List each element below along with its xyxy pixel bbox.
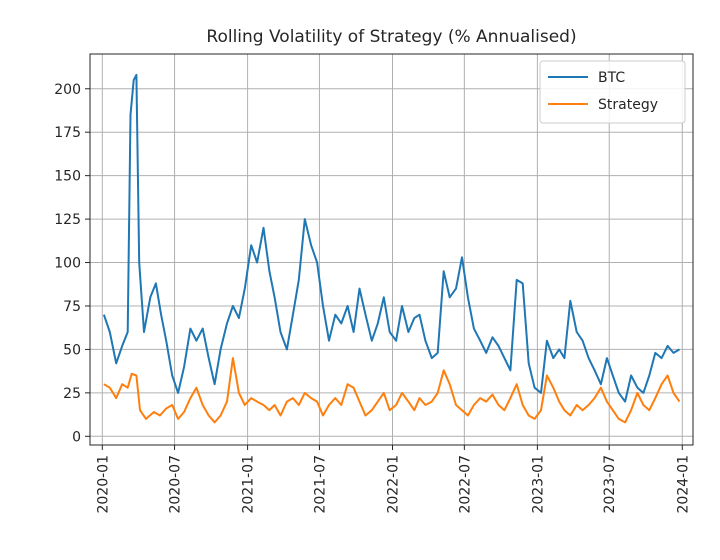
- chart-title: Rolling Volatility of Strategy (% Annual…: [206, 27, 576, 47]
- x-tick-label: 2023-07: [602, 455, 618, 514]
- legend-label-strategy: Strategy: [598, 97, 658, 113]
- x-tick-label: 2022-07: [457, 455, 473, 514]
- x-tick-label: 2020-07: [168, 455, 184, 514]
- series-layer: [102, 73, 681, 424]
- legend: BTC Strategy: [539, 60, 686, 124]
- x-tick-label: 2023-01: [530, 455, 546, 514]
- y-tick-label: 125: [54, 212, 81, 228]
- x-tick-label: 2021-07: [312, 455, 328, 514]
- y-tick-label: 25: [63, 386, 81, 402]
- y-tick-label: 50: [63, 342, 81, 358]
- y-tick-label: 150: [54, 169, 81, 185]
- y-tick-label: 0: [72, 429, 81, 445]
- x-tick-label: 2021-01: [241, 455, 257, 514]
- x-tick-label: 2020-01: [95, 455, 111, 514]
- series-line-strategy: [103, 357, 681, 424]
- plot-frame: [89, 53, 694, 446]
- y-tick-label: 100: [54, 256, 81, 272]
- x-tick-label: 2022-01: [385, 455, 401, 514]
- legend-label-btc: BTC: [598, 70, 625, 86]
- y-tick-label: 75: [63, 299, 81, 315]
- y-tick-label: 175: [54, 125, 81, 141]
- y-tick-label: 200: [54, 82, 81, 98]
- x-tick-label: 2024-01: [675, 455, 691, 514]
- axes: 0 25 50 75 100 125 150 175 200 2020-01 2020-07 2021…: [54, 82, 691, 514]
- series-line-btc: [102, 73, 681, 403]
